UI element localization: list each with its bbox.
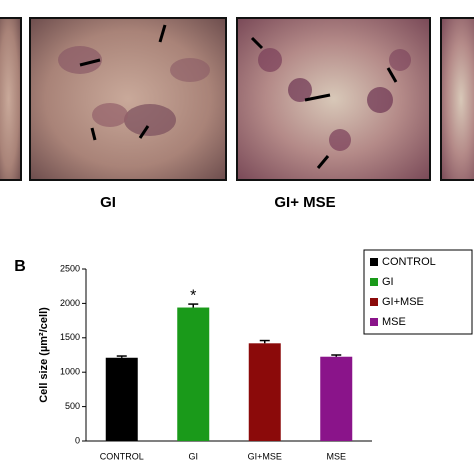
- legend-swatch: [370, 298, 378, 306]
- y-axis-label: Cell size (µm²/cell): [38, 307, 50, 403]
- y-tick-label: 1000: [60, 367, 80, 377]
- annotation: *: [190, 287, 196, 304]
- legend-label: MSE: [382, 316, 406, 328]
- bar: [248, 343, 281, 441]
- micrograph: [440, 17, 474, 181]
- legend-swatch: [370, 258, 378, 266]
- cell: [92, 103, 128, 127]
- cell: [58, 46, 102, 74]
- x-tick-label: GI+MSE: [248, 451, 282, 461]
- micrograph: [236, 17, 431, 181]
- x-tick-label: GI: [188, 451, 198, 461]
- cell: [258, 48, 282, 72]
- legend-label: GI+MSE: [382, 296, 424, 308]
- cell: [124, 104, 176, 136]
- bar: [105, 357, 138, 441]
- legend-swatch: [370, 278, 378, 286]
- panel-letter: B: [14, 258, 26, 275]
- cell: [329, 129, 351, 151]
- bar: [320, 356, 353, 441]
- bar: [177, 307, 210, 441]
- y-tick-label: 2000: [60, 298, 80, 308]
- x-tick-label: CONTROL: [100, 451, 144, 461]
- y-tick-label: 1500: [60, 332, 80, 342]
- cell: [170, 58, 210, 82]
- panel-label: GI: [100, 194, 116, 211]
- legend-box: [363, 249, 473, 335]
- cell: [288, 78, 312, 102]
- micrograph: [29, 17, 227, 181]
- cell: [389, 49, 411, 71]
- panel-label: GI+ MSE: [274, 194, 335, 211]
- micrographs: [0, 17, 474, 181]
- micrograph: [0, 17, 22, 181]
- y-tick-label: 2500: [60, 263, 80, 273]
- legend-label: GI: [382, 276, 394, 288]
- x-tick-label: MSE: [326, 451, 346, 461]
- y-tick-label: 500: [65, 401, 80, 411]
- legend-label: CONTROL: [382, 256, 436, 268]
- arrows: [79, 24, 398, 169]
- y-tick-label: 0: [75, 435, 80, 445]
- cell: [367, 87, 393, 113]
- legend-swatch: [370, 318, 378, 326]
